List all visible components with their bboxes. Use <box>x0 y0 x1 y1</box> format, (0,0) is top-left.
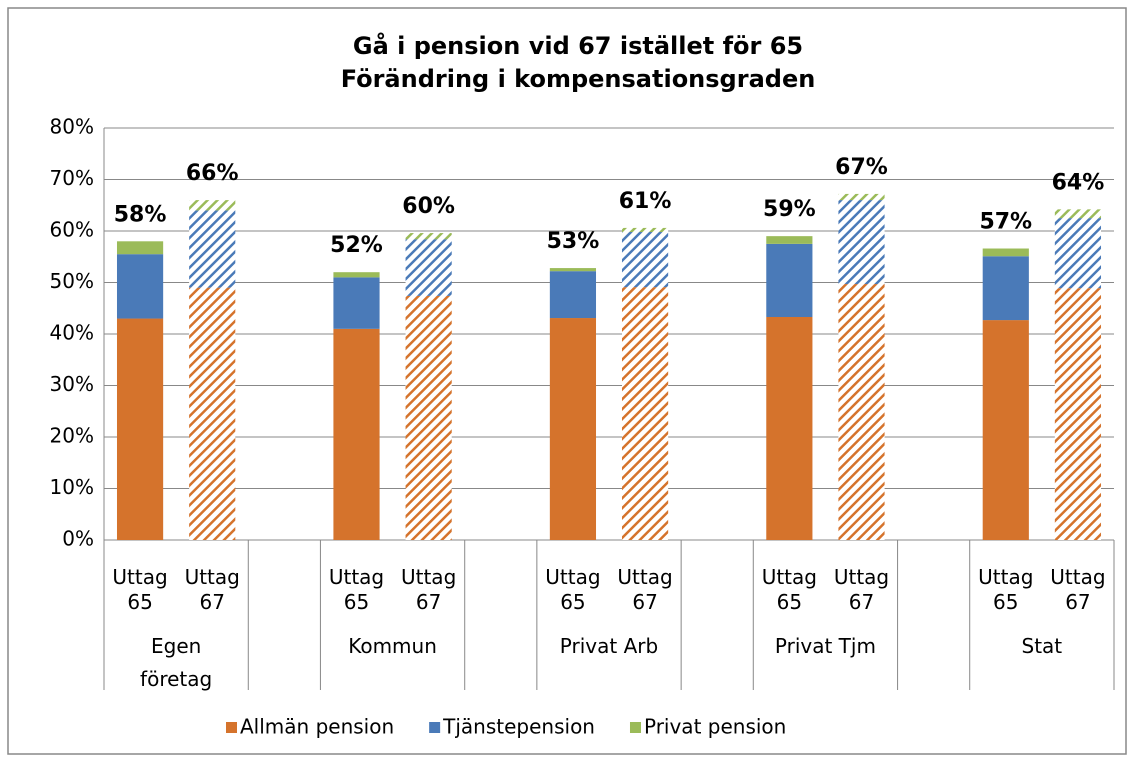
bar-segment <box>189 210 236 288</box>
x-tick-label: Uttag 65 <box>112 565 168 614</box>
y-tick-label: 40% <box>50 321 94 345</box>
bar-segment <box>982 256 1029 321</box>
bar-segment <box>116 241 164 255</box>
bar-segment <box>189 287 236 540</box>
bar-segment <box>333 328 380 540</box>
x-tick-label: Uttag 67 <box>1050 565 1106 614</box>
y-tick-label: 0% <box>62 527 94 551</box>
x-tick-label: Uttag 67 <box>617 565 673 614</box>
legend-swatch <box>629 722 641 733</box>
bar-segment <box>549 268 597 272</box>
bar-segment <box>1054 209 1102 219</box>
bar-segment <box>982 320 1029 540</box>
y-tick-label: 20% <box>50 424 94 448</box>
x-tick-label: Uttag 65 <box>328 565 385 614</box>
bar-segment <box>621 232 669 288</box>
legend-label: Allmän pension <box>240 715 394 739</box>
chart-subtitle: Förändring i kompensationsgraden <box>341 65 816 93</box>
y-tick-label: 80% <box>50 115 94 139</box>
bar-segment <box>405 233 452 240</box>
group-label: Privat Tjm <box>774 634 876 658</box>
bar-segment <box>549 271 597 319</box>
total-label: 57% <box>979 210 1032 235</box>
bar-segment <box>549 318 597 540</box>
legend-label: Privat pension <box>644 715 786 739</box>
x-tick-label: Uttag 65 <box>761 565 817 614</box>
bar-segment <box>838 200 885 285</box>
bar-segment <box>838 193 885 201</box>
group-label: Privat Arb <box>559 634 659 658</box>
group-label: Kommun <box>348 634 437 658</box>
y-tick-label: 10% <box>50 475 94 499</box>
total-label: 53% <box>547 229 600 254</box>
legend-label: Tjänstepension <box>442 715 595 739</box>
y-tick-label: 30% <box>50 372 94 396</box>
bar-segment <box>116 254 164 319</box>
bar-segment <box>405 239 452 296</box>
x-tick-label: Uttag 67 <box>833 565 890 614</box>
group-label: Egen företag <box>140 634 213 691</box>
group-label: Stat <box>1021 634 1063 658</box>
bar-segment <box>116 318 164 540</box>
legend-swatch <box>226 722 237 733</box>
bar-segment <box>333 272 380 278</box>
total-label: 58% <box>114 202 167 227</box>
total-label: 59% <box>763 197 816 222</box>
y-tick-label: 60% <box>50 218 94 242</box>
total-label: 66% <box>186 161 239 186</box>
x-tick-label: Uttag 67 <box>184 565 240 614</box>
bar-segment <box>621 227 669 233</box>
bar-segment <box>189 200 236 211</box>
total-label: 52% <box>330 233 383 258</box>
y-tick-label: 70% <box>50 166 94 190</box>
legend-swatch <box>429 722 441 733</box>
bar-segment <box>621 287 669 540</box>
bar-segment <box>1054 218 1102 289</box>
x-tick-label: Uttag 65 <box>545 565 601 614</box>
chart-title: Gå i pension vid 67 istället för 65 <box>353 31 803 60</box>
x-tick-label: Uttag 67 <box>400 565 457 614</box>
bar-segment <box>982 248 1029 257</box>
total-label: 61% <box>619 189 672 214</box>
y-tick-label: 50% <box>50 269 94 293</box>
bar-segment <box>766 317 813 540</box>
x-tick-label: Uttag 65 <box>978 565 1034 614</box>
total-label: 67% <box>835 155 888 180</box>
total-label: 60% <box>402 194 455 219</box>
bar-segment <box>333 277 380 329</box>
bar-segment <box>1054 288 1102 540</box>
bar-segment <box>766 243 813 318</box>
bar-segment <box>766 236 813 244</box>
bar-segment <box>838 284 885 540</box>
bar-segment <box>405 295 452 540</box>
total-label: 64% <box>1052 170 1105 195</box>
